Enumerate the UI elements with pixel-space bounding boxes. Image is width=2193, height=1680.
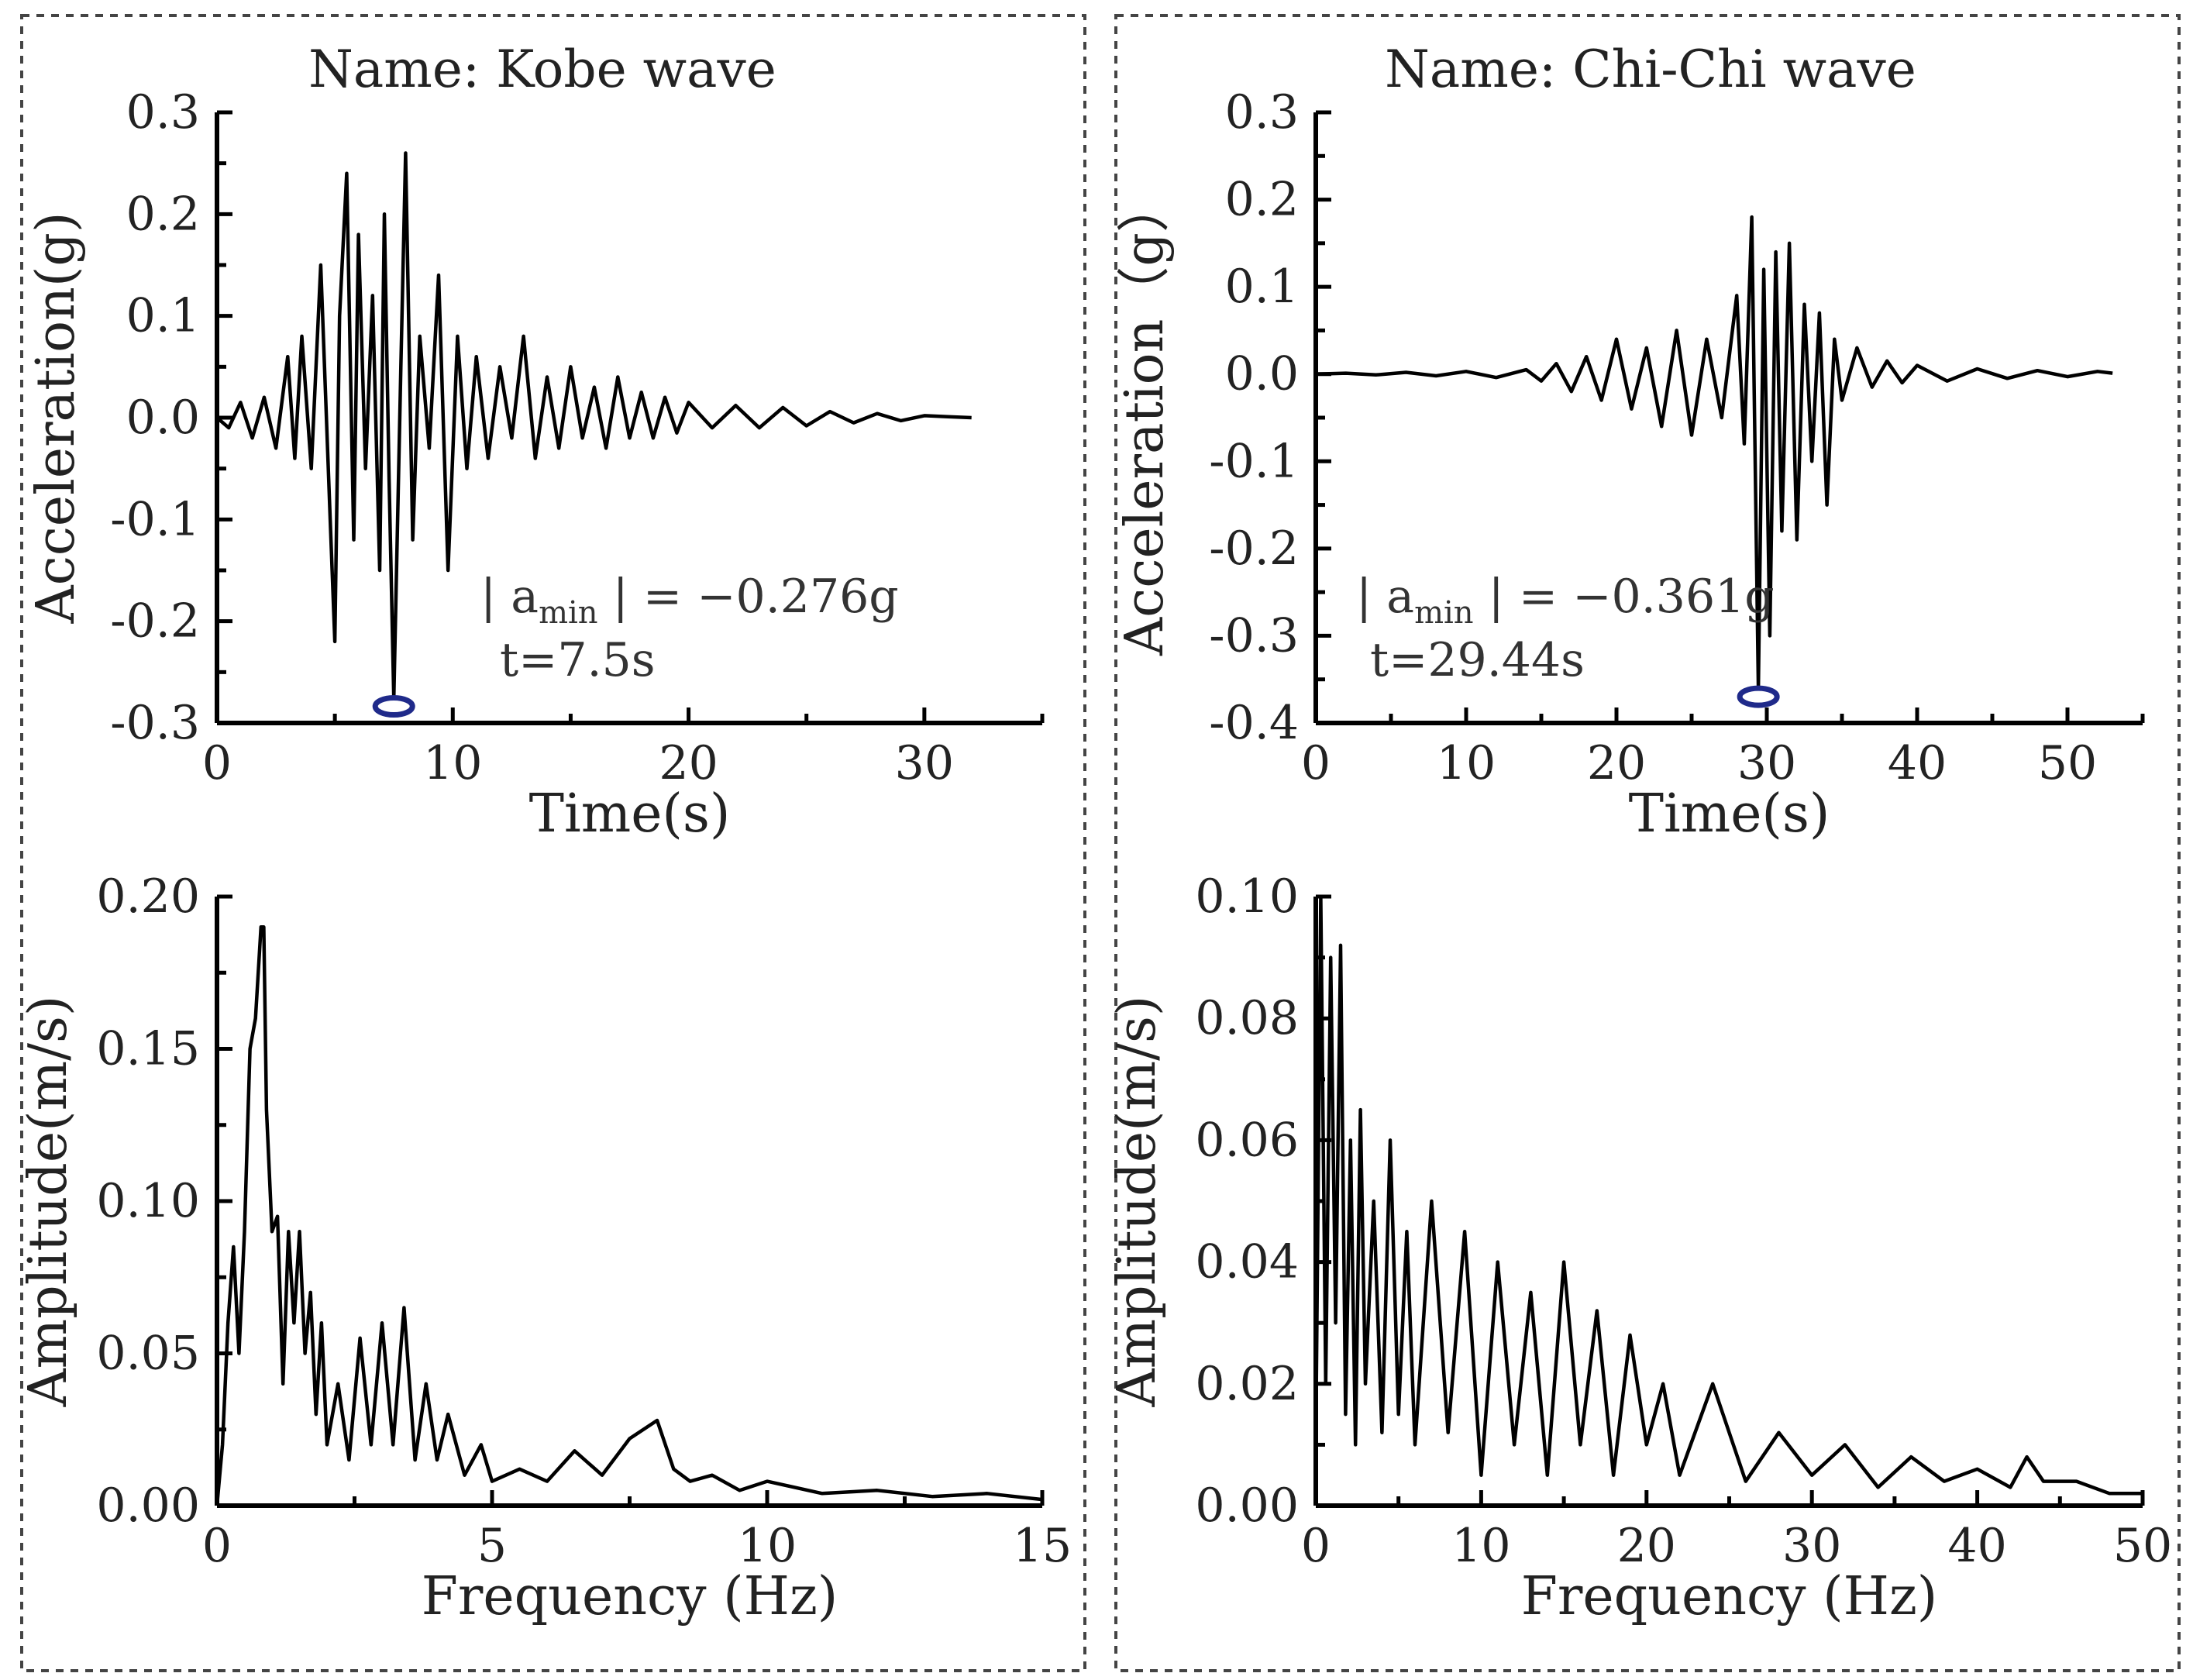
y-tick-label: 0.05 (96, 1327, 200, 1381)
y-tick-label: -0.1 (1209, 434, 1299, 488)
y-axis-label: Acceleration(g) (26, 212, 87, 625)
chart-title: Name: Chi-Chi wave (1385, 40, 1916, 99)
y-tick-label: 0.00 (1195, 1479, 1299, 1533)
y-tick-label: -0.4 (1209, 696, 1299, 750)
y-tick-label: 0.0 (1225, 347, 1299, 401)
min-peak-marker (372, 694, 415, 718)
x-tick-label: 15 (1013, 1519, 1072, 1573)
y-tick-label: 0.0 (126, 391, 200, 445)
x-tick-label: 10 (738, 1519, 797, 1573)
x-tick-label: 50 (2038, 736, 2097, 790)
x-tick-label: 0 (1301, 1519, 1331, 1573)
y-tick-label: -0.2 (1209, 522, 1299, 576)
y-tick-label: 0.15 (96, 1022, 200, 1076)
x-tick-label: 10 (1437, 736, 1496, 790)
series-line (215, 151, 972, 701)
x-tick-label: 0 (202, 1519, 232, 1573)
chart-kobe-fft: 0 5 10 15 0.20 0.15 0.10 0.05 0.00 Frequency (Hz)… (18, 869, 1072, 1627)
x-tick-label: 0 (1301, 736, 1331, 790)
chart-chichi-time: 0 10 20 30 40 50 0.3 0.2 0.1 0.0 -0.1 -0.2 -0.3 -0.4 T… (1114, 40, 2145, 845)
y-tick-label: 0.3 (126, 85, 200, 139)
y-tick-label: 0.2 (126, 187, 200, 241)
y-tick-label: 0.04 (1195, 1235, 1299, 1289)
chart-chichi-fft: 0 10 20 30 40 50 0.10 0.08 0.06 0.04 0.02 0.00 Frequ… (1107, 869, 2172, 1627)
y-tick-label: 0.02 (1195, 1357, 1299, 1411)
y-tick-label: 0.3 (1225, 85, 1299, 139)
x-tick-label: 30 (895, 736, 954, 790)
y-tick-label: -0.1 (110, 492, 200, 546)
x-axis-label: Time(s) (1629, 783, 1830, 845)
chart-title: Name: Kobe wave (308, 40, 776, 99)
y-tick-label: 0.00 (96, 1479, 200, 1533)
y-tick-label: -0.3 (1209, 608, 1299, 663)
x-tick-label: 10 (423, 736, 482, 790)
x-tick-label: 50 (2113, 1519, 2172, 1573)
panel-left-frame (20, 14, 1086, 1672)
x-tick-label: 20 (659, 736, 718, 790)
x-axis-label: Time(s) (529, 783, 731, 845)
x-tick-label: 5 (477, 1519, 507, 1573)
min-acceleration-annotation: | amin | = −0.276g (480, 570, 899, 631)
y-tick-label: 0.1 (126, 289, 200, 343)
min-acceleration-annotation: | amin | = −0.361g (1356, 570, 1775, 631)
y-axis-label: Amplitude(m/s) (18, 996, 79, 1408)
y-tick-label: -0.3 (110, 696, 200, 750)
x-axis-label: Frequency (Hz) (422, 1566, 838, 1627)
y-tick-label: 0.10 (1195, 869, 1299, 924)
x-tick-label: 20 (1617, 1519, 1676, 1573)
y-tick-label: 0.2 (1225, 173, 1299, 227)
x-tick-label: 40 (1947, 1519, 2006, 1573)
min-acceleration-time: t=29.44s (1370, 633, 1585, 687)
x-tick-label: 10 (1451, 1519, 1510, 1573)
y-tick-label: 0.06 (1195, 1113, 1299, 1167)
series-line (215, 925, 1043, 1506)
x-tick-label: 40 (1888, 736, 1947, 790)
x-tick-label: 30 (1737, 736, 1796, 790)
y-tick-label: 0.10 (96, 1174, 200, 1228)
y-axis-label: Amplitude(m/s) (1107, 996, 1168, 1408)
y-tick-label: 0.08 (1195, 991, 1299, 1045)
series-line (1313, 894, 2143, 1496)
y-axis-label: Acceleration（g） (1114, 180, 1176, 656)
y-tick-label: -0.2 (110, 594, 200, 649)
min-acceleration-time: t=7.5s (500, 633, 656, 687)
y-tick-label: 0.20 (96, 869, 200, 924)
x-tick-label: 20 (1587, 736, 1646, 790)
x-axis-label: Frequency (Hz) (1521, 1566, 1938, 1627)
min-peak-marker (1737, 685, 1780, 708)
panel-right-frame (1114, 14, 2181, 1672)
y-tick-label: 0.1 (1225, 260, 1299, 314)
x-tick-label: 30 (1782, 1519, 1841, 1573)
x-tick-label: 0 (202, 736, 232, 790)
chart-kobe-time: 0 10 20 30 0.3 0.2 0.1 0.0 -0.1 -0.2 -0.3 Time(s) Ac… (26, 40, 1045, 845)
